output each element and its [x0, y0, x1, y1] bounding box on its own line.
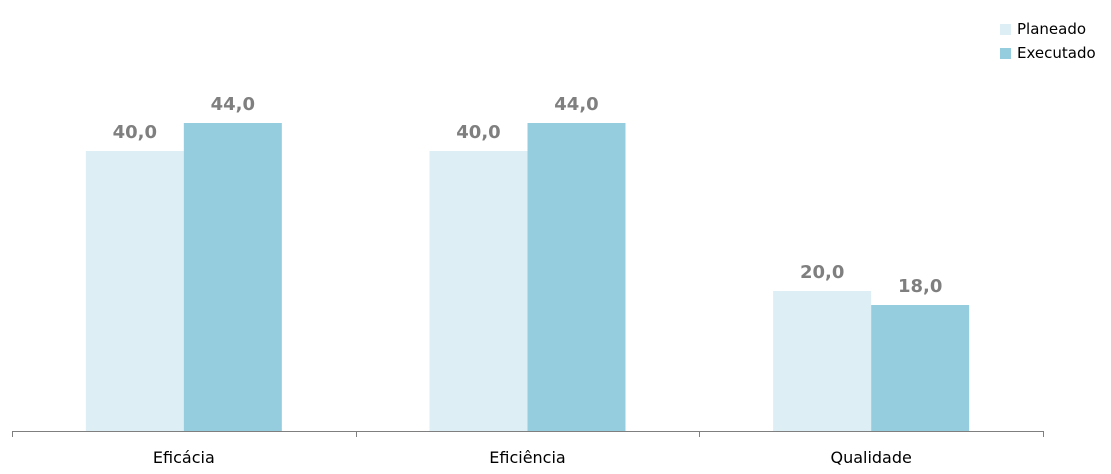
- category-label-1: Eficácia: [153, 448, 215, 467]
- data-labels-group: 40,0 44,0 40,0 44,0 20,0 18,0: [113, 94, 943, 297]
- data-label-executado-1: 44,0: [211, 94, 255, 115]
- legend-swatch-planeado: [1000, 23, 1011, 35]
- data-label-planeado-2: 40,0: [456, 122, 500, 143]
- legend-swatch-executado: [1000, 47, 1011, 59]
- category-label-3: Qualidade: [830, 448, 911, 467]
- legend-label-planeado: Planeado: [1017, 20, 1087, 38]
- data-label-executado-2: 44,0: [554, 94, 598, 115]
- data-label-planeado-1: 40,0: [113, 122, 157, 143]
- bars-group: [85, 123, 970, 431]
- legend-label-executado: Executado: [1017, 44, 1096, 62]
- bar-planeado-3: [773, 291, 872, 431]
- bar-planeado-1: [85, 151, 184, 431]
- bar-executado-3: [871, 305, 970, 431]
- legend-item-executado: Executado: [1000, 41, 1096, 65]
- data-label-planeado-3: 20,0: [800, 262, 844, 283]
- category-label-2: Eficiência: [489, 448, 565, 467]
- bar-executado-2: [527, 123, 626, 431]
- data-label-executado-3: 18,0: [898, 276, 942, 297]
- bar-executado-1: [183, 123, 282, 431]
- legend-item-planeado: Planeado: [1000, 17, 1096, 41]
- bar-planeado-2: [429, 151, 528, 431]
- legend: Planeado Executado: [1000, 17, 1096, 65]
